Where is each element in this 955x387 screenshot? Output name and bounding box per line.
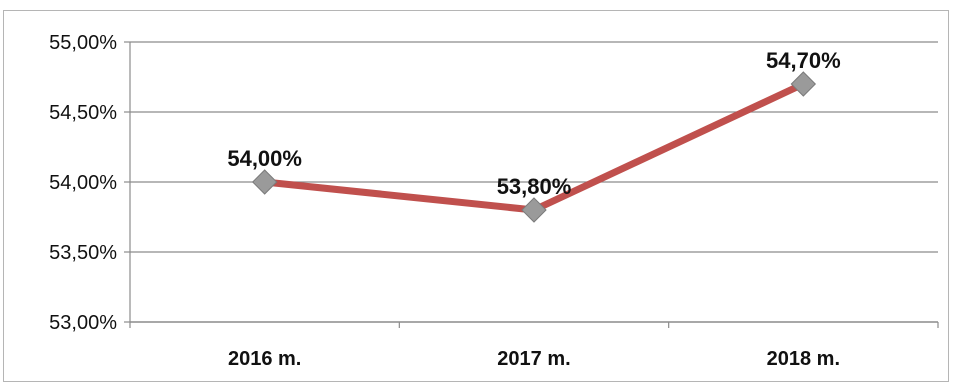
x-axis-category-labels: 2016 m. 2017 m. 2018 m. bbox=[228, 348, 840, 370]
chart-frame bbox=[3, 10, 949, 382]
y-tick-label: 54,50% bbox=[49, 102, 117, 124]
y-tick-label: 54,00% bbox=[49, 172, 117, 194]
y-axis-tick-labels: 53,00% 53,50% 54,00% 54,50% 55,00% bbox=[49, 32, 117, 334]
data-point-marker bbox=[790, 71, 817, 97]
data-point-marker bbox=[251, 169, 278, 195]
data-label: 53,80% bbox=[497, 174, 572, 199]
data-labels: 54,00% 53,80% 54,70% bbox=[227, 48, 840, 199]
series-markers bbox=[251, 71, 817, 223]
x-category-label: 2016 m. bbox=[228, 348, 301, 370]
y-tick-label: 55,00% bbox=[49, 32, 117, 54]
axes bbox=[124, 41, 939, 328]
data-label: 54,00% bbox=[227, 146, 302, 171]
x-category-label: 2018 m. bbox=[767, 348, 840, 370]
data-label: 54,70% bbox=[766, 48, 841, 73]
x-category-label: 2017 m. bbox=[497, 348, 570, 370]
y-tick-label: 53,00% bbox=[49, 312, 117, 334]
data-point-marker bbox=[521, 197, 547, 223]
y-tick-label: 53,50% bbox=[49, 242, 117, 264]
